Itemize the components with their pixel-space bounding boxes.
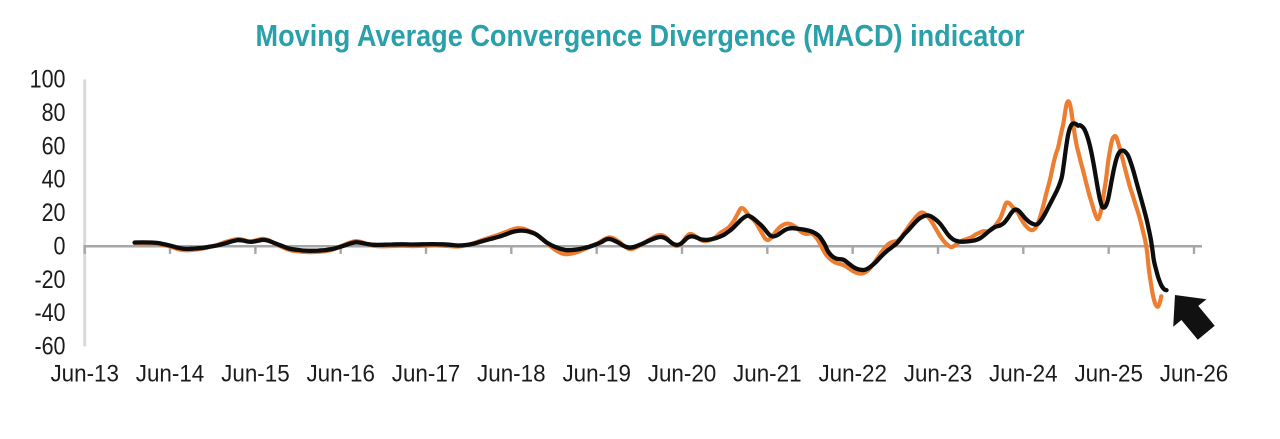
svg-text:40: 40 [42,165,66,193]
svg-text:-20: -20 [34,265,65,293]
svg-text:-60: -60 [34,332,65,360]
svg-text:Jun-18: Jun-18 [477,360,546,387]
svg-text:100: 100 [30,65,66,93]
svg-text:Jun-19: Jun-19 [562,360,631,387]
svg-text:Jun-13: Jun-13 [50,360,119,387]
svg-text:Jun-17: Jun-17 [392,360,461,387]
svg-text:0: 0 [54,232,66,260]
svg-text:Jun-16: Jun-16 [306,360,375,387]
svg-text:Jun-20: Jun-20 [648,360,717,387]
svg-text:Jun-22: Jun-22 [818,360,887,387]
svg-text:Jun-14: Jun-14 [136,360,205,387]
svg-text:-40: -40 [34,299,65,327]
svg-text:60: 60 [42,132,66,160]
svg-text:80: 80 [42,98,66,126]
svg-text:20: 20 [42,198,66,226]
svg-text:Jun-25: Jun-25 [1074,360,1143,387]
svg-text:Jun-21: Jun-21 [733,360,802,387]
svg-text:Jun-26: Jun-26 [1160,360,1229,387]
svg-text:Moving Average Convergence Div: Moving Average Convergence Divergence (M… [256,18,1025,53]
svg-text:Jun-23: Jun-23 [904,360,973,387]
svg-text:Jun-24: Jun-24 [989,360,1058,387]
svg-text:Jun-15: Jun-15 [221,360,290,387]
